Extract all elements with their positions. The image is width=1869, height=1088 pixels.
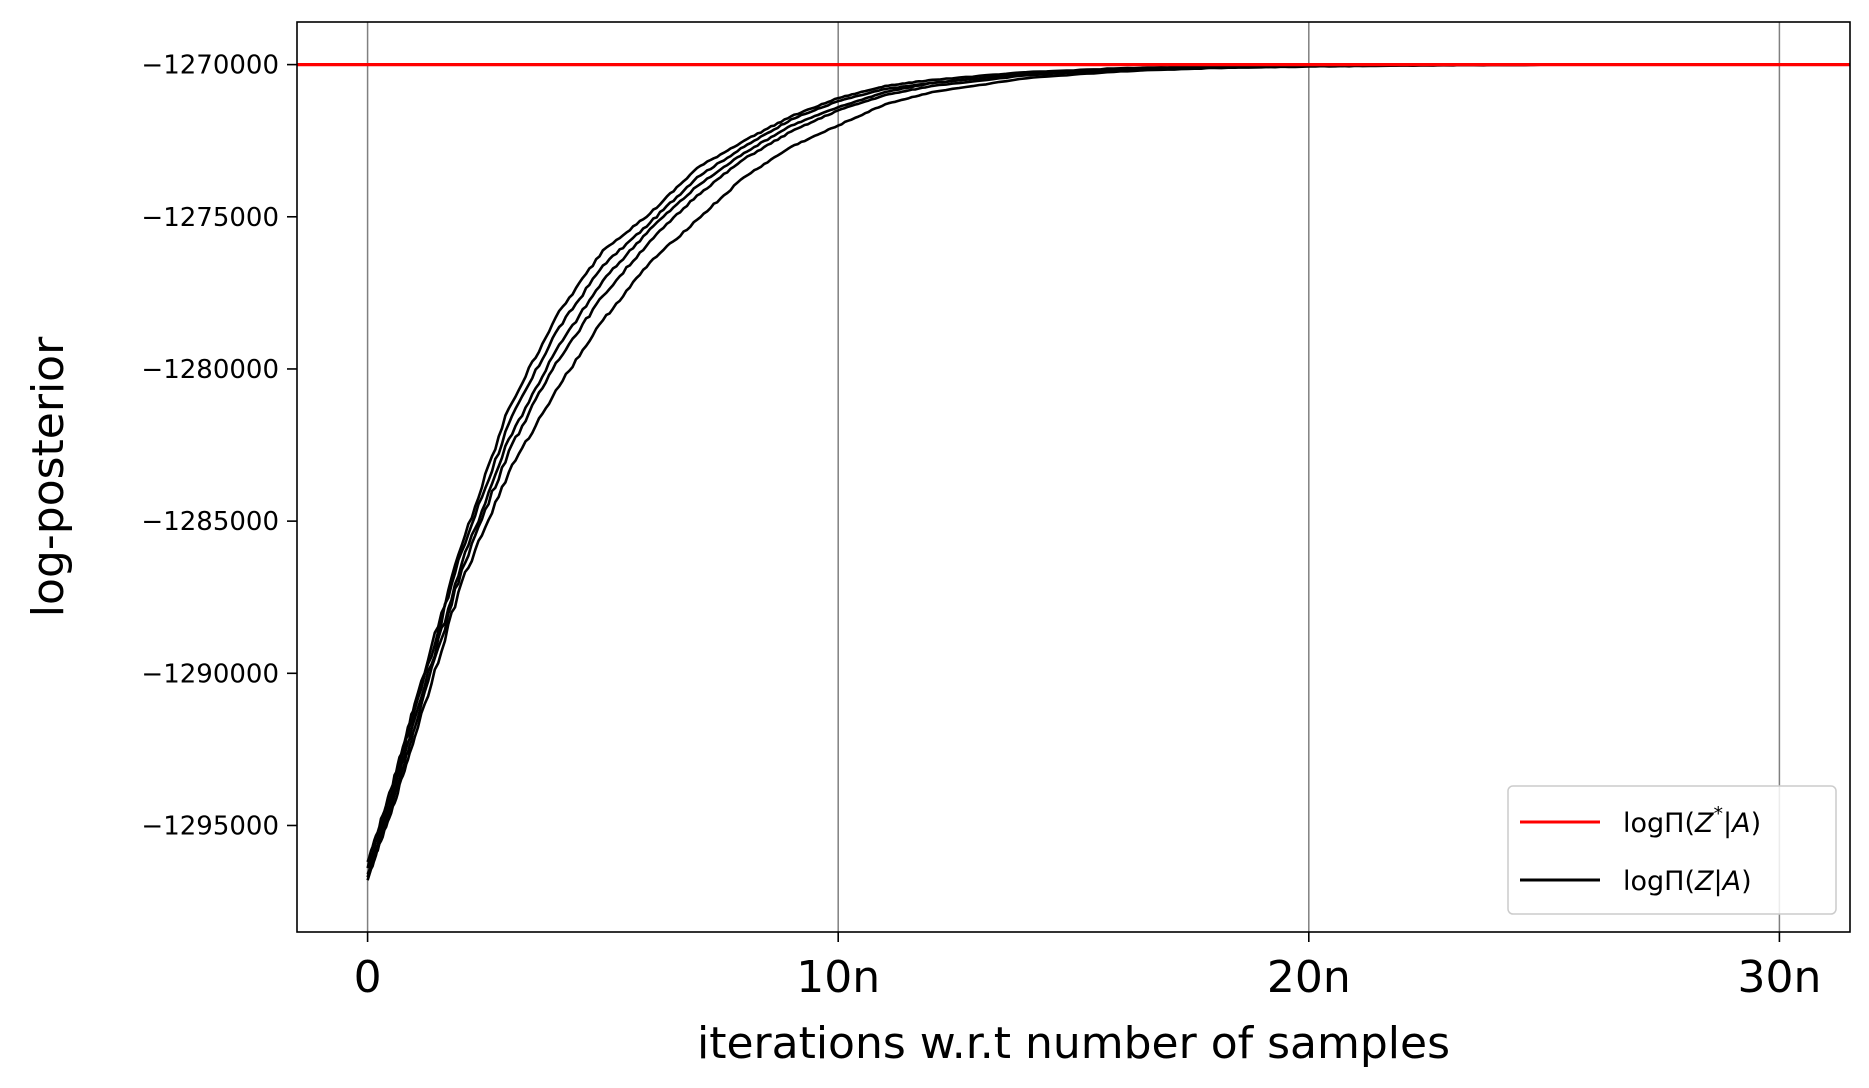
y-tick-label: −1285000 <box>141 507 279 537</box>
x-tick-label: 30n <box>1737 952 1821 1003</box>
legend-label: logΠ(Z*|A) <box>1623 803 1761 839</box>
series-line-2 <box>366 63 1545 875</box>
x-tick-label: 10n <box>796 952 880 1003</box>
axes <box>296 21 1851 933</box>
legend-box <box>1507 785 1837 915</box>
series-lines <box>297 63 1850 881</box>
series-line-4 <box>366 63 1545 881</box>
series-line-5 <box>366 63 1545 878</box>
x-tick-label: 0 <box>354 952 382 1003</box>
ticks: 0 10n 20n 30n −1270000 −1275000 −1280000 −12850… <box>141 51 1821 1003</box>
y-tick-label: −1275000 <box>141 203 279 233</box>
y-tick-label: −1290000 <box>141 659 279 689</box>
y-tick-label: −1295000 <box>141 811 279 841</box>
x-axis-label: iterations w.r.t number of samples <box>697 1018 1450 1069</box>
legend: logΠ(Z*|A) logΠ(Z|A) <box>1507 785 1837 915</box>
y-tick-label: −1280000 <box>141 355 279 385</box>
plot-frame <box>296 21 1851 933</box>
series-line-3 <box>366 63 1545 863</box>
grid-lines <box>366 22 1781 932</box>
series-line-1 <box>366 63 1545 869</box>
x-tick-label: 20n <box>1267 952 1351 1003</box>
y-axis-label: log-posterior <box>23 336 74 617</box>
legend-label: logΠ(Z|A) <box>1623 866 1752 897</box>
y-tick-label: −1270000 <box>141 51 279 81</box>
